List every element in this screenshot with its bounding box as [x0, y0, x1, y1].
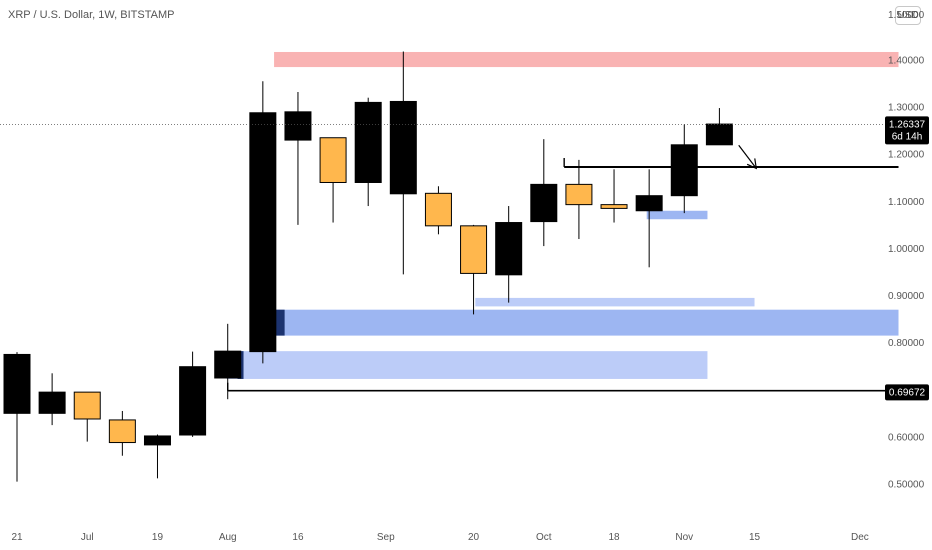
y-tick-label: 1.40000 — [888, 56, 925, 67]
y-tick-label: 0.60000 — [888, 432, 925, 443]
x-tick-label: 19 — [152, 532, 164, 543]
x-tick-label: 15 — [749, 532, 761, 543]
x-tick-label: 16 — [292, 532, 304, 543]
candle[interactable] — [389, 100, 417, 195]
x-tick-label: Sep — [377, 532, 395, 543]
x-axis: 21 Jul 19 Aug 16 Sep 20 Oct 18 Nov 15 Dec — [11, 532, 868, 543]
y-tick-label: 1.20000 — [888, 150, 925, 161]
x-tick-label: 18 — [608, 532, 620, 543]
candle[interactable] — [143, 435, 171, 446]
candle[interactable] — [670, 144, 698, 197]
candle[interactable] — [495, 222, 523, 276]
candle[interactable] — [249, 112, 277, 353]
y-tick-label: 0.90000 — [888, 291, 925, 302]
x-tick-label: Aug — [219, 532, 237, 543]
x-tick-label: Dec — [851, 532, 869, 543]
x-tick-label: 20 — [468, 532, 480, 543]
x-tick-label: Nov — [675, 532, 693, 543]
x-tick-label: Oct — [536, 532, 552, 543]
candle[interactable] — [284, 111, 312, 141]
candle[interactable] — [354, 101, 382, 183]
x-tick-label: Jul — [81, 532, 94, 543]
candle[interactable] — [319, 137, 347, 183]
y-tick-partial: 1.50000 — [888, 10, 925, 21]
arrow-head — [746, 158, 758, 170]
zone-1 — [275, 309, 899, 336]
y-tick-label: 1.00000 — [888, 244, 925, 255]
candle[interactable] — [424, 192, 452, 227]
y-tick-label: 0.80000 — [888, 338, 925, 349]
candle[interactable] — [179, 366, 207, 436]
zone-2 — [226, 351, 708, 379]
candle[interactable] — [635, 195, 663, 212]
y-axis-clip — [884, 0, 932, 5]
last-price-label-text: 6d 14h — [892, 131, 923, 142]
zone-3 — [475, 297, 755, 307]
zone-4 — [646, 210, 708, 220]
zone-0 — [274, 51, 899, 68]
arrow-line[interactable] — [738, 144, 757, 169]
zone-5 — [275, 309, 285, 336]
y-axis: 1.40000 1.30000 1.20000 1.10000 1.00000 0.900… — [884, 0, 932, 491]
candle[interactable] — [108, 419, 136, 444]
candles-layer — [3, 51, 733, 482]
lines-layer — [0, 123, 899, 392]
candle[interactable] — [600, 204, 628, 209]
candle[interactable] — [530, 183, 558, 223]
level-label-text: 0.69672 — [889, 387, 926, 398]
x-tick-label: 21 — [11, 532, 23, 543]
candle[interactable] — [460, 225, 488, 274]
candle[interactable] — [214, 350, 242, 379]
candle[interactable] — [705, 123, 733, 146]
currency-button[interactable]: USD — [895, 6, 921, 25]
y-tick-label: 0.50000 — [888, 480, 925, 491]
last-price-label-bg — [885, 116, 929, 145]
candle[interactable] — [38, 391, 66, 414]
last-price-label-text: 1.26337 — [889, 119, 926, 130]
y-tick-label: 1.10000 — [888, 197, 925, 208]
zones-layer — [226, 51, 899, 379]
candle[interactable] — [565, 183, 593, 206]
chart-title: XRP / U.S. Dollar, 1W, BITSTAMP — [8, 9, 175, 21]
candle[interactable] — [3, 353, 31, 414]
level-label-bg — [885, 384, 929, 401]
y-tick-label: 1.30000 — [888, 103, 925, 114]
candle[interactable] — [73, 391, 101, 420]
